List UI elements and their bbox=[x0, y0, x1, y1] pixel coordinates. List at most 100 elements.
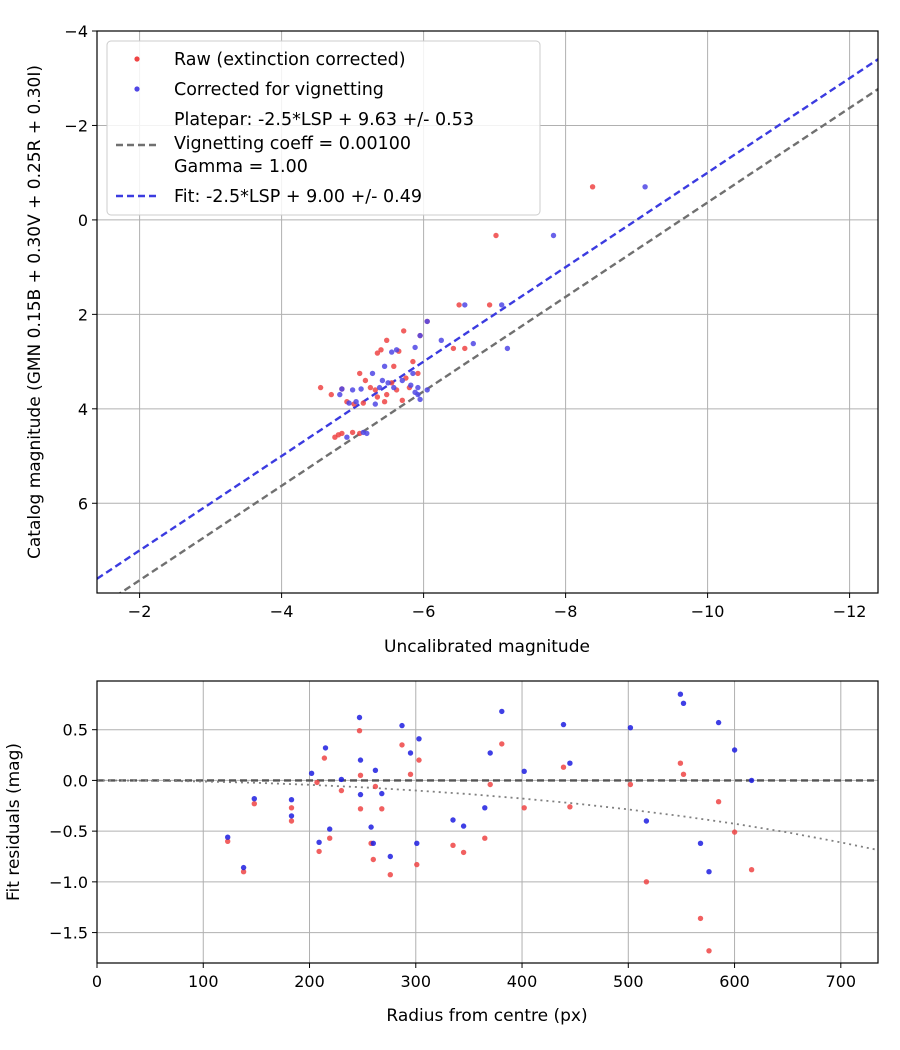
raw-extinction-corrected-point bbox=[381, 399, 388, 405]
raw-extinction-corrected-point bbox=[374, 394, 381, 400]
bot-x-tick-label: 700 bbox=[826, 972, 857, 991]
raw-extinction-corrected-point bbox=[357, 370, 363, 377]
corrected-for-vignetting-point bbox=[417, 332, 423, 339]
raw-residuals-point bbox=[680, 771, 687, 777]
corrected-for-vignetting-point bbox=[379, 377, 386, 384]
corrected-residuals-point bbox=[251, 796, 257, 802]
corrected-residuals-point bbox=[308, 770, 315, 776]
corrected-for-vignetting-point bbox=[369, 370, 376, 377]
raw-extinction-corrected-point bbox=[384, 337, 390, 343]
corrected-residuals-point bbox=[288, 813, 295, 819]
bot-y-tick-label: 0.5 bbox=[63, 721, 88, 740]
legend-raw-marker bbox=[134, 56, 140, 62]
corrected-for-vignetting-point bbox=[499, 302, 505, 308]
legend-corrected-marker bbox=[134, 86, 140, 92]
corrected-residuals-point bbox=[288, 797, 295, 803]
corrected-residuals-point bbox=[316, 839, 322, 845]
top-x-tick-label: −2 bbox=[128, 602, 152, 621]
corrected-for-vignetting-point bbox=[349, 387, 356, 393]
corrected-residuals-point bbox=[368, 824, 374, 830]
raw-residuals-point bbox=[567, 804, 573, 810]
top-y-tick-label: 2 bbox=[78, 305, 88, 324]
corrected-for-vignetting-point bbox=[408, 382, 414, 388]
corrected-residuals-point bbox=[387, 853, 393, 860]
bot-y-tick-label: 0.0 bbox=[63, 771, 88, 790]
corrected-residuals-point bbox=[482, 805, 488, 811]
top-axes-frame bbox=[96, 30, 879, 594]
corrected-residuals-point bbox=[450, 817, 456, 823]
raw-residuals-point bbox=[560, 764, 567, 770]
raw-extinction-corrected-point bbox=[486, 302, 493, 308]
corrected-for-vignetting-point bbox=[360, 429, 366, 436]
bottom-y-ticks: 0.5 0.0 −0.5 −1.0 −1.5 bbox=[49, 721, 97, 943]
legend-vignetting-label: Vignetting coeff = 0.00100 bbox=[174, 134, 411, 154]
raw-residuals-point bbox=[450, 842, 456, 848]
corrected-for-vignetting-point bbox=[344, 434, 350, 440]
bot-y-tick-label: −1.5 bbox=[49, 924, 88, 943]
raw-residuals-point bbox=[407, 771, 414, 777]
legend-raw-label: Raw (extinction corrected) bbox=[174, 50, 406, 70]
top-fit-lines bbox=[97, 58, 878, 593]
corrected-for-vignetting-point bbox=[642, 184, 648, 190]
raw-residuals-point bbox=[321, 755, 328, 761]
bot-x-tick-label: 0 bbox=[92, 972, 102, 991]
raw-residuals-point bbox=[327, 835, 333, 841]
corrected-residuals-point bbox=[372, 767, 379, 773]
corrected-residuals-point bbox=[416, 736, 422, 742]
corrected-for-vignetting-point bbox=[415, 384, 421, 391]
legend-corrected-label: Corrected for vignetting bbox=[174, 80, 384, 100]
raw-residuals-point bbox=[706, 948, 712, 954]
corrected-residuals-point bbox=[414, 840, 420, 846]
corrected-for-vignetting-point bbox=[410, 370, 416, 377]
corrected-residuals-point bbox=[643, 818, 650, 824]
corrected-for-vignetting-point bbox=[346, 400, 352, 406]
bot-x-tick-label: 500 bbox=[613, 972, 644, 991]
corrected-for-vignetting-point bbox=[337, 391, 343, 398]
corrected-residuals-point bbox=[560, 721, 567, 728]
corrected-residuals-point bbox=[225, 834, 231, 840]
fit-line bbox=[97, 58, 878, 580]
raw-residuals-point bbox=[487, 781, 493, 788]
raw-residuals-point bbox=[627, 781, 634, 788]
corrected-for-vignetting-point bbox=[462, 302, 468, 308]
raw-residuals-point bbox=[225, 838, 231, 844]
corrected-for-vignetting-point bbox=[470, 340, 476, 347]
raw-residuals-point bbox=[338, 787, 345, 794]
corrected-residuals-point bbox=[407, 750, 414, 756]
raw-residuals-point bbox=[357, 772, 364, 778]
raw-extinction-corrected-point bbox=[384, 391, 390, 398]
raw-extinction-corrected-point bbox=[399, 397, 405, 403]
bottom-reference-lines bbox=[97, 779, 878, 851]
bot-x-tick-label: 400 bbox=[507, 972, 538, 991]
corrected-residuals-point bbox=[521, 768, 527, 774]
corrected-for-vignetting-point bbox=[424, 387, 430, 393]
top-y-tick-label: 6 bbox=[78, 494, 88, 513]
raw-residuals-point bbox=[240, 869, 247, 875]
corrected-for-vignetting-point bbox=[415, 391, 421, 398]
raw-extinction-corrected-point bbox=[450, 345, 457, 352]
corrected-residuals-point bbox=[680, 700, 687, 706]
legend: Raw (extinction corrected) Corrected for… bbox=[106, 40, 541, 216]
raw-extinction-corrected-point bbox=[339, 430, 345, 437]
raw-extinction-corrected-point bbox=[372, 387, 378, 393]
corrected-for-vignetting-point bbox=[358, 386, 364, 392]
top-y-ticks: −4 −2 0 2 4 6 bbox=[64, 22, 97, 513]
corrected-residuals-point bbox=[370, 840, 376, 846]
raw-residuals-point bbox=[251, 801, 257, 807]
raw-residuals-point bbox=[288, 805, 295, 811]
raw-residuals-point bbox=[316, 848, 322, 855]
raw-residuals-point bbox=[379, 806, 385, 812]
raw-residuals-point bbox=[521, 805, 527, 811]
top-y-tick-label: −2 bbox=[64, 116, 88, 135]
raw-residuals-point bbox=[372, 783, 379, 790]
raw-residuals-point bbox=[697, 915, 704, 922]
top-scatter-points bbox=[317, 184, 648, 440]
corrected-residuals-point bbox=[327, 826, 333, 832]
corrected-residuals-point bbox=[338, 776, 345, 783]
corrected-residuals-point bbox=[706, 869, 712, 875]
raw-extinction-corrected-point bbox=[332, 434, 338, 440]
bottom-axes-frame bbox=[96, 680, 879, 964]
corrected-for-vignetting-point bbox=[353, 399, 359, 405]
corrected-for-vignetting-point bbox=[424, 318, 430, 325]
bottom-grid bbox=[96, 681, 878, 963]
